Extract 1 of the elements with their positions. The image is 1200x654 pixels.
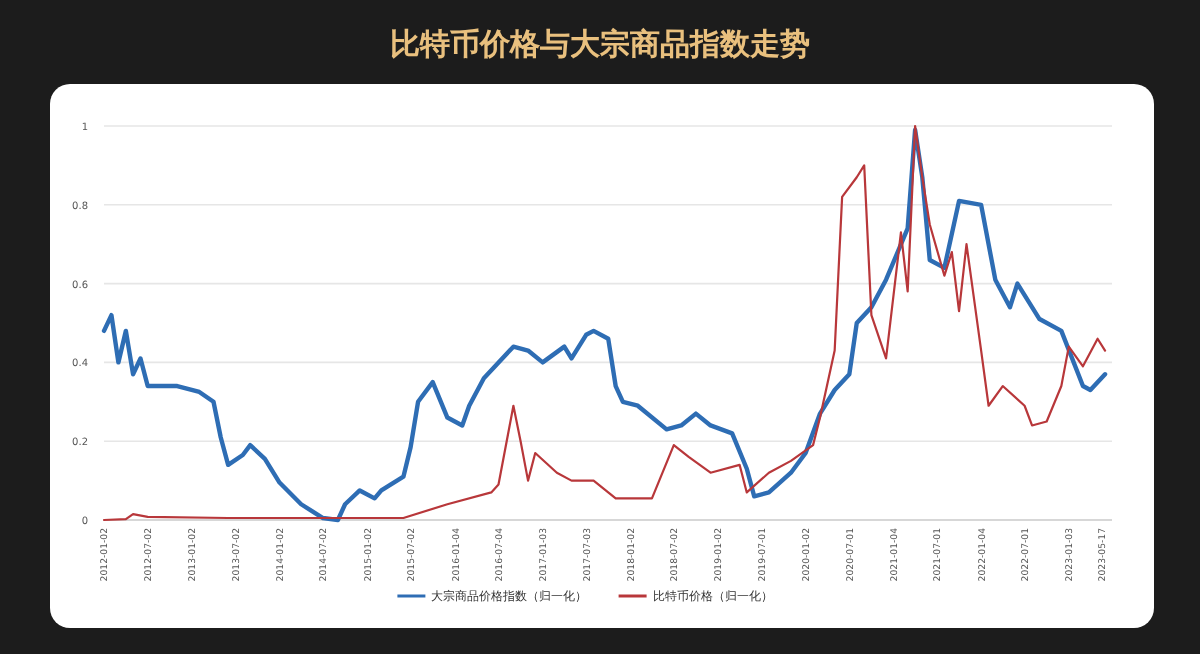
chart-title: 比特币价格与大宗商品指数走势 [390,26,810,62]
